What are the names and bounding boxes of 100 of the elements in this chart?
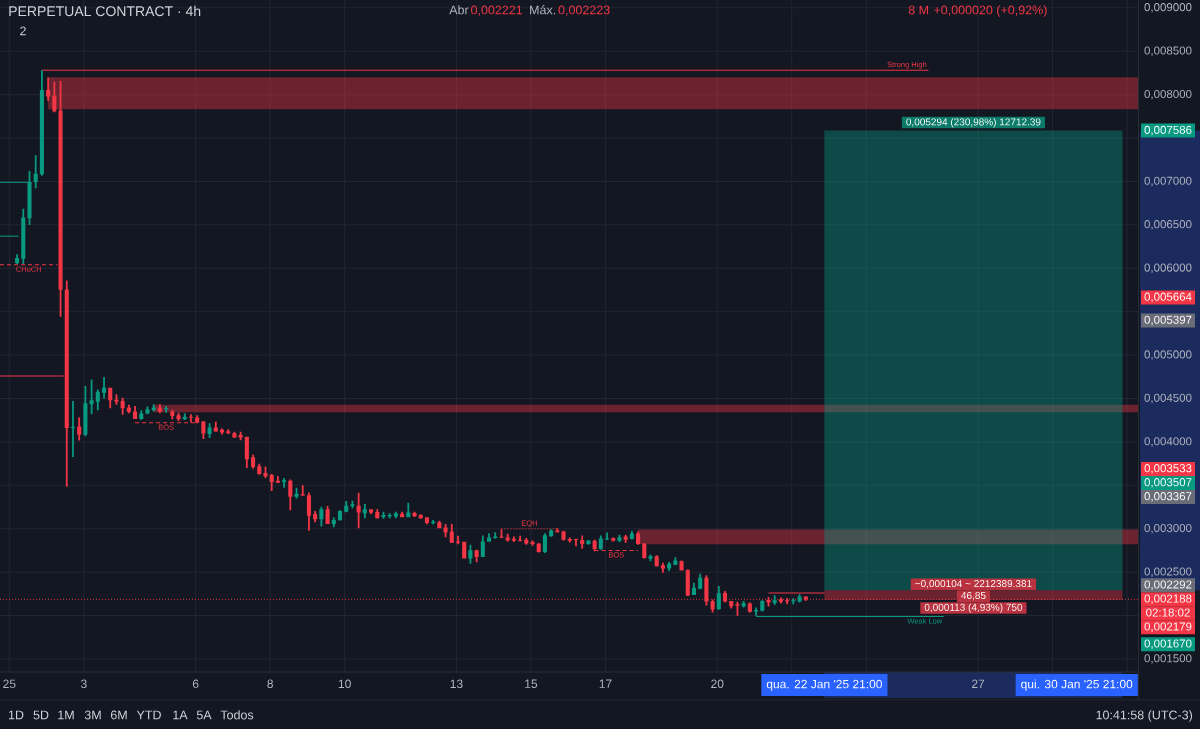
candlestick bbox=[685, 569, 690, 596]
candlestick bbox=[505, 533, 510, 542]
candlestick bbox=[412, 511, 417, 517]
candlestick bbox=[623, 534, 628, 544]
candlestick bbox=[151, 404, 156, 412]
annotation: Abr bbox=[449, 5, 469, 15]
annotation: 8 M bbox=[908, 5, 929, 15]
x-tick-label: 25 bbox=[3, 679, 16, 689]
candlestick bbox=[331, 517, 336, 528]
candlestick bbox=[120, 397, 125, 415]
candlestick bbox=[493, 532, 498, 539]
text: 0,001670 bbox=[1144, 639, 1192, 649]
candlestick bbox=[393, 511, 398, 519]
text: 0,003533 bbox=[1144, 464, 1192, 474]
candlestick bbox=[567, 537, 572, 543]
candlestick bbox=[157, 404, 162, 414]
x-tick-label: 17 bbox=[599, 679, 612, 688]
candlestick bbox=[170, 409, 175, 420]
text: YTD bbox=[136, 710, 161, 720]
candlestick bbox=[722, 590, 728, 603]
candlestick bbox=[431, 519, 436, 525]
annotation: +0,000020 (+0,92%) bbox=[934, 5, 1047, 17]
candlestick bbox=[598, 535, 603, 550]
candlestick bbox=[369, 509, 374, 514]
candlestick bbox=[511, 536, 516, 543]
x-tick-label: 10 bbox=[338, 679, 351, 689]
x-tick-label: 27 bbox=[972, 679, 985, 688]
candlestick bbox=[741, 600, 746, 608]
candlestick bbox=[549, 529, 554, 537]
candlestick bbox=[139, 410, 144, 420]
text: 0,002292 bbox=[1144, 580, 1192, 590]
candlestick bbox=[362, 504, 367, 519]
text: 02:18:02 bbox=[1146, 608, 1190, 617]
text: qui. 30 Jan '25 21:00 bbox=[1021, 679, 1133, 691]
candlestick bbox=[679, 560, 684, 571]
candlestick bbox=[244, 436, 249, 469]
chart-title: PERPETUAL CONTRACT · 4h bbox=[9, 5, 201, 17]
annotation: 46,85 bbox=[961, 591, 986, 601]
text: 10:41:58 (UTC-3) bbox=[1096, 710, 1193, 722]
annotation: 0,000113 (4,93%) 750 bbox=[924, 603, 1023, 613]
candlestick bbox=[573, 538, 579, 547]
y-tick-label: 0,004000 bbox=[1144, 437, 1192, 447]
candlestick bbox=[561, 530, 566, 541]
candlestick bbox=[95, 389, 100, 411]
candlestick bbox=[213, 421, 218, 432]
y-tick-label: 0,008500 bbox=[1144, 46, 1192, 56]
candlestick bbox=[325, 506, 330, 524]
y-tick-label: 0,004500 bbox=[1144, 393, 1192, 404]
y-tick-label: 0,001500 bbox=[1144, 654, 1192, 664]
annotation: 0,002223 bbox=[558, 5, 610, 16]
candlestick bbox=[530, 540, 535, 546]
text: 1M bbox=[58, 710, 74, 720]
candlestick bbox=[449, 523, 454, 544]
candlestick bbox=[387, 513, 392, 519]
y-tick-label: 0,009000 bbox=[1144, 3, 1192, 13]
candlestick bbox=[486, 533, 492, 542]
annotation: Máx. bbox=[530, 5, 556, 15]
y-tick-label: 0,002500 bbox=[1144, 567, 1192, 577]
candlestick bbox=[654, 555, 659, 567]
candlestick bbox=[648, 554, 653, 562]
candlestick bbox=[275, 476, 280, 483]
candlestick bbox=[15, 254, 20, 265]
candlestick bbox=[604, 532, 610, 541]
candlestick bbox=[636, 531, 641, 545]
candlestick bbox=[133, 405, 138, 420]
candlestick bbox=[251, 454, 256, 469]
candlestick bbox=[791, 598, 796, 605]
candlestick bbox=[313, 510, 318, 523]
candlestick bbox=[282, 477, 287, 488]
candlestick bbox=[766, 596, 771, 607]
candlestick bbox=[474, 549, 479, 563]
candlestick bbox=[424, 517, 429, 525]
y-tick-label: 0,005000 bbox=[1144, 350, 1192, 360]
candlestick bbox=[437, 520, 442, 529]
candlestick bbox=[101, 376, 107, 399]
candlestick bbox=[660, 562, 665, 573]
candlestick bbox=[344, 501, 349, 513]
x-tick-label: 20 bbox=[711, 679, 724, 689]
candlestick bbox=[617, 534, 622, 543]
candlestick bbox=[300, 485, 305, 496]
candlestick bbox=[642, 543, 647, 559]
candlestick bbox=[52, 81, 57, 113]
x-tick-label: 6 bbox=[192, 679, 199, 689]
candlestick bbox=[306, 492, 311, 531]
text: 0,003507 bbox=[1144, 478, 1192, 488]
ref-line-label: 0,002188 bbox=[1144, 594, 1192, 604]
candlestick bbox=[698, 573, 703, 590]
text: 5D bbox=[33, 710, 49, 720]
candlestick bbox=[33, 155, 38, 189]
text: 0,005664 bbox=[1144, 292, 1192, 303]
candlestick bbox=[319, 506, 324, 527]
annotation: 2 bbox=[20, 26, 26, 36]
x-tick-label: 3 bbox=[80, 679, 87, 689]
candlestick bbox=[145, 406, 150, 415]
candlestick bbox=[462, 541, 467, 559]
candlestick bbox=[226, 429, 231, 435]
x-tick-label: 13 bbox=[450, 679, 463, 689]
x-tick-label: 8 bbox=[267, 679, 273, 689]
candlestick bbox=[747, 602, 752, 613]
candlestick bbox=[524, 538, 529, 545]
